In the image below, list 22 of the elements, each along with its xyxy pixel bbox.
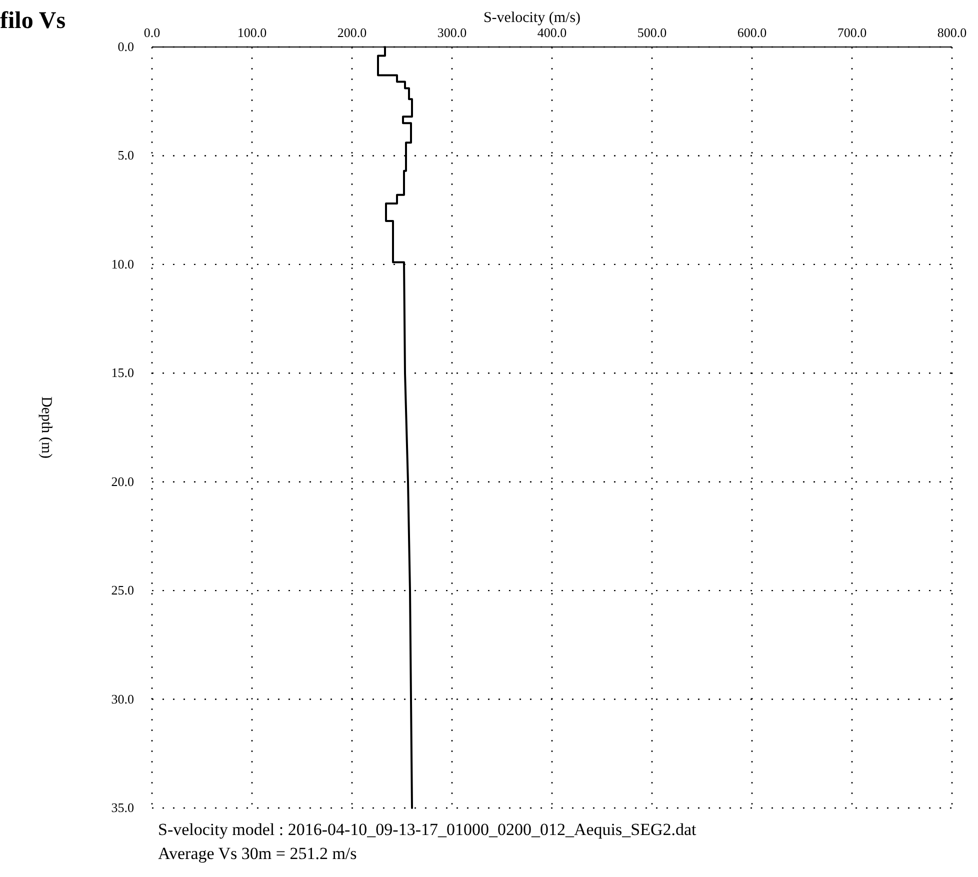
x-tick-label: 100.0 <box>237 25 267 40</box>
x-tick-label: 400.0 <box>537 25 567 40</box>
x-axis-title: S-velocity (m/s) <box>483 10 581 26</box>
y-tick-label: 10.0 <box>111 256 134 272</box>
text: S-velocity model : 2016-04-10_09-13-17_01000_0200_012_Aequis_SEG2.dat <box>158 820 697 839</box>
y-tick-label: 35.0 <box>111 800 134 815</box>
x-tick-label: 0.0 <box>144 25 160 40</box>
y-tick-label: 0.0 <box>118 39 134 54</box>
y-tick-label: 20.0 <box>111 474 134 489</box>
x-tick-label: 600.0 <box>737 25 767 40</box>
y-tick-label: 25.0 <box>111 582 134 598</box>
x-tick-label: 500.0 <box>637 25 667 40</box>
chart-title: filo Vs <box>0 8 66 34</box>
y-tick-label: 15.0 <box>111 365 134 380</box>
x-tick-label: 700.0 <box>837 25 867 40</box>
x-tick-label: 200.0 <box>337 25 367 40</box>
text: Average Vs 30m = 251.2 m/s <box>158 844 357 863</box>
x-tick-label: 300.0 <box>437 25 467 40</box>
y-tick-label: 30.0 <box>111 691 134 706</box>
y-axis-title: Depth (m) <box>38 396 54 459</box>
x-tick-label: 800.0 <box>937 25 967 40</box>
y-tick-label: 5.0 <box>118 148 134 163</box>
